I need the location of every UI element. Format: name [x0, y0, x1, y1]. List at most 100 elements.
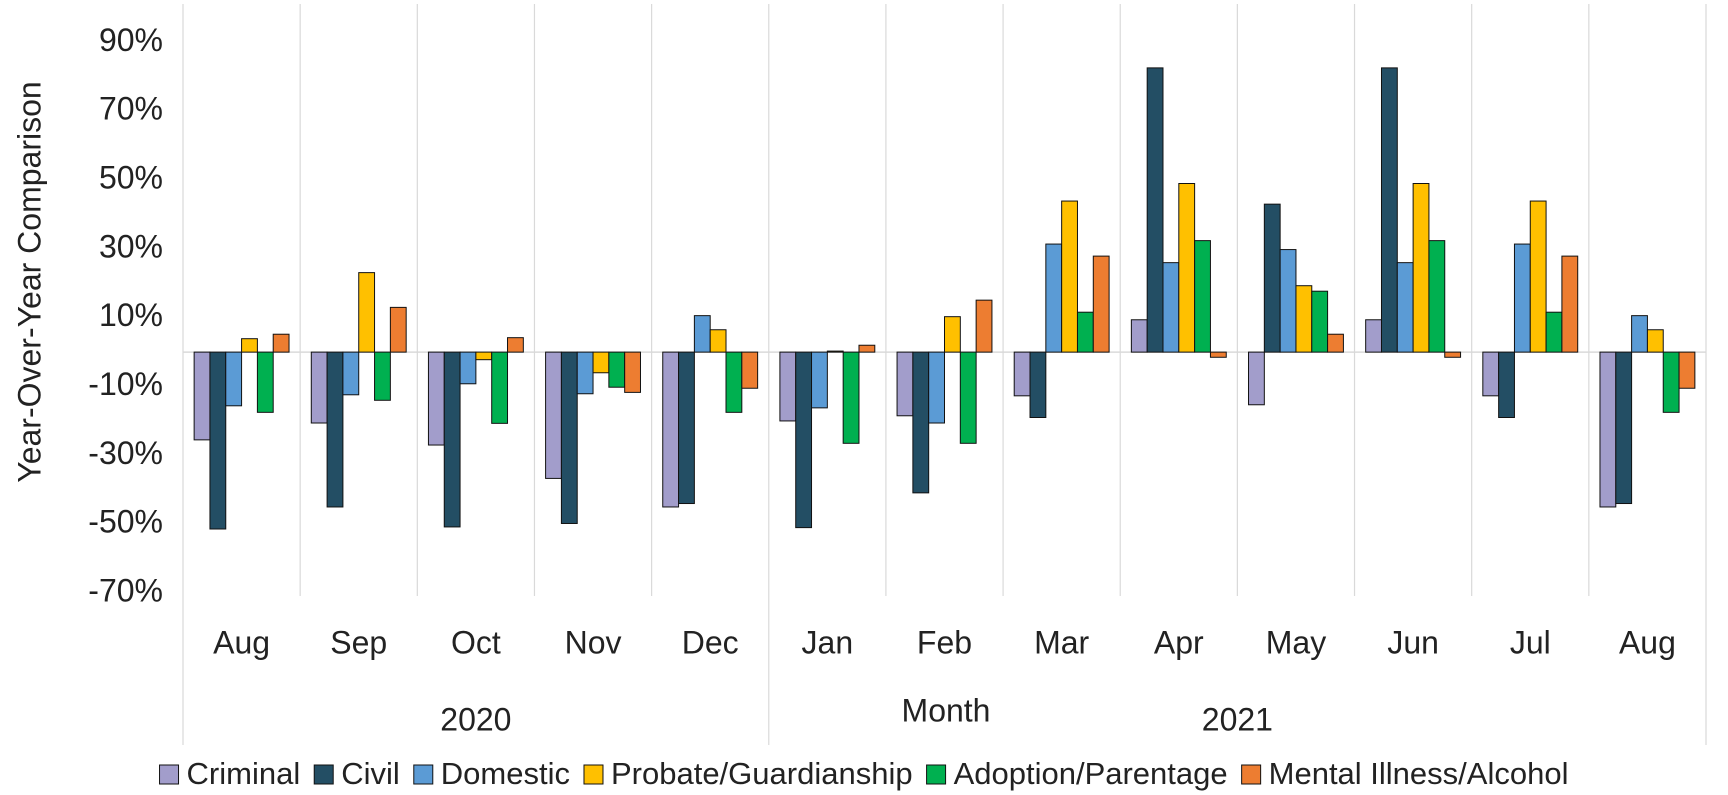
bar: [1428, 240, 1446, 353]
bar: [678, 351, 695, 505]
y-tick-label: -70%: [88, 572, 163, 608]
y-tick-label: 30%: [99, 228, 163, 264]
bar: [858, 344, 876, 353]
bar: [1045, 243, 1063, 353]
legend-label: Domestic: [441, 756, 570, 791]
bar: [1498, 351, 1515, 418]
bar: [826, 350, 844, 353]
legend-swatch: [1241, 764, 1262, 785]
bar: [1646, 329, 1664, 353]
x-tick-label: Feb: [917, 624, 972, 660]
bar: [1061, 200, 1078, 353]
bar: [1599, 351, 1617, 508]
legend-label: Probate/Guardianship: [611, 756, 913, 791]
bar: [928, 351, 945, 424]
bar: [459, 351, 477, 385]
x-tick-label: Jun: [1387, 624, 1439, 660]
bar: [1380, 67, 1398, 353]
x-tick-label: Nov: [565, 624, 622, 660]
x-tick-label: Mar: [1034, 624, 1089, 660]
bar: [1561, 255, 1579, 353]
legend-swatch: [313, 764, 334, 785]
bar: [592, 351, 610, 374]
bar: [1146, 67, 1164, 353]
bar: [1412, 183, 1430, 353]
bar: [443, 351, 461, 528]
group-label: 2020: [440, 701, 511, 737]
bar: [1545, 311, 1563, 353]
x-tick-label: Dec: [682, 624, 739, 660]
bar: [1263, 203, 1281, 353]
bar: [1194, 240, 1211, 353]
bar: [545, 351, 562, 479]
bar: [389, 306, 407, 353]
x-tick-label: Sep: [330, 624, 387, 660]
bar: [741, 351, 759, 389]
bar: [374, 351, 391, 401]
bar: [725, 351, 743, 413]
bar: [1162, 262, 1180, 353]
bar: [1444, 351, 1462, 358]
bar: [272, 333, 290, 353]
bar: [1396, 262, 1414, 353]
bar: [959, 351, 977, 444]
y-tick-label: 50%: [99, 160, 163, 196]
bar: [1178, 183, 1196, 353]
bar: [225, 351, 243, 407]
bar: [358, 272, 376, 353]
bar: [624, 351, 641, 393]
bar: [1209, 351, 1227, 358]
y-tick-label: 10%: [99, 297, 163, 333]
bar: [209, 351, 227, 530]
x-tick-label: Jan: [802, 624, 854, 660]
x-axis-title: Month: [902, 692, 991, 728]
legend-label: Criminal: [187, 756, 301, 791]
bar: [1615, 351, 1633, 505]
bar: [842, 351, 860, 444]
bar: [1529, 200, 1547, 353]
bar: [1092, 255, 1110, 353]
bar: [427, 351, 445, 446]
bar: [1365, 319, 1382, 353]
x-tick-label: Jul: [1510, 624, 1551, 660]
bar: [896, 351, 914, 417]
bar: [779, 351, 797, 422]
x-tick-label: May: [1266, 624, 1326, 660]
bar: [1248, 351, 1265, 406]
legend-swatch: [926, 764, 947, 785]
bar: [975, 299, 993, 353]
legend-swatch: [413, 764, 434, 785]
bar: [662, 351, 680, 508]
legend-label: Mental Illness/Alcohol: [1269, 756, 1569, 791]
y-tick-label: -10%: [88, 366, 163, 402]
bar: [709, 329, 727, 353]
bar: [1678, 351, 1696, 389]
bar: [1029, 351, 1047, 418]
y-axis-title: Year-Over-Year Comparison: [11, 81, 47, 482]
bar: [310, 351, 328, 424]
bar: [608, 351, 626, 388]
bar: [560, 351, 578, 524]
bar: [795, 351, 813, 529]
bar: [1076, 311, 1094, 353]
y-tick-label: -30%: [88, 435, 163, 471]
bar: [193, 351, 211, 441]
bar: [693, 315, 711, 353]
bar: [1279, 249, 1297, 353]
bar: [1311, 290, 1329, 353]
group-label: 2021: [1202, 701, 1273, 737]
x-tick-label: Oct: [451, 624, 501, 660]
bar: [1295, 285, 1313, 353]
bar: [1327, 333, 1344, 353]
bar: [342, 351, 360, 396]
bar: [1662, 351, 1680, 413]
y-tick-label: 90%: [99, 22, 163, 58]
bar: [912, 351, 930, 494]
legend-label: Civil: [341, 756, 400, 791]
bar: [1130, 319, 1148, 353]
legend-swatch: [159, 764, 180, 785]
bar: [475, 351, 493, 361]
legend-swatch: [583, 764, 604, 785]
